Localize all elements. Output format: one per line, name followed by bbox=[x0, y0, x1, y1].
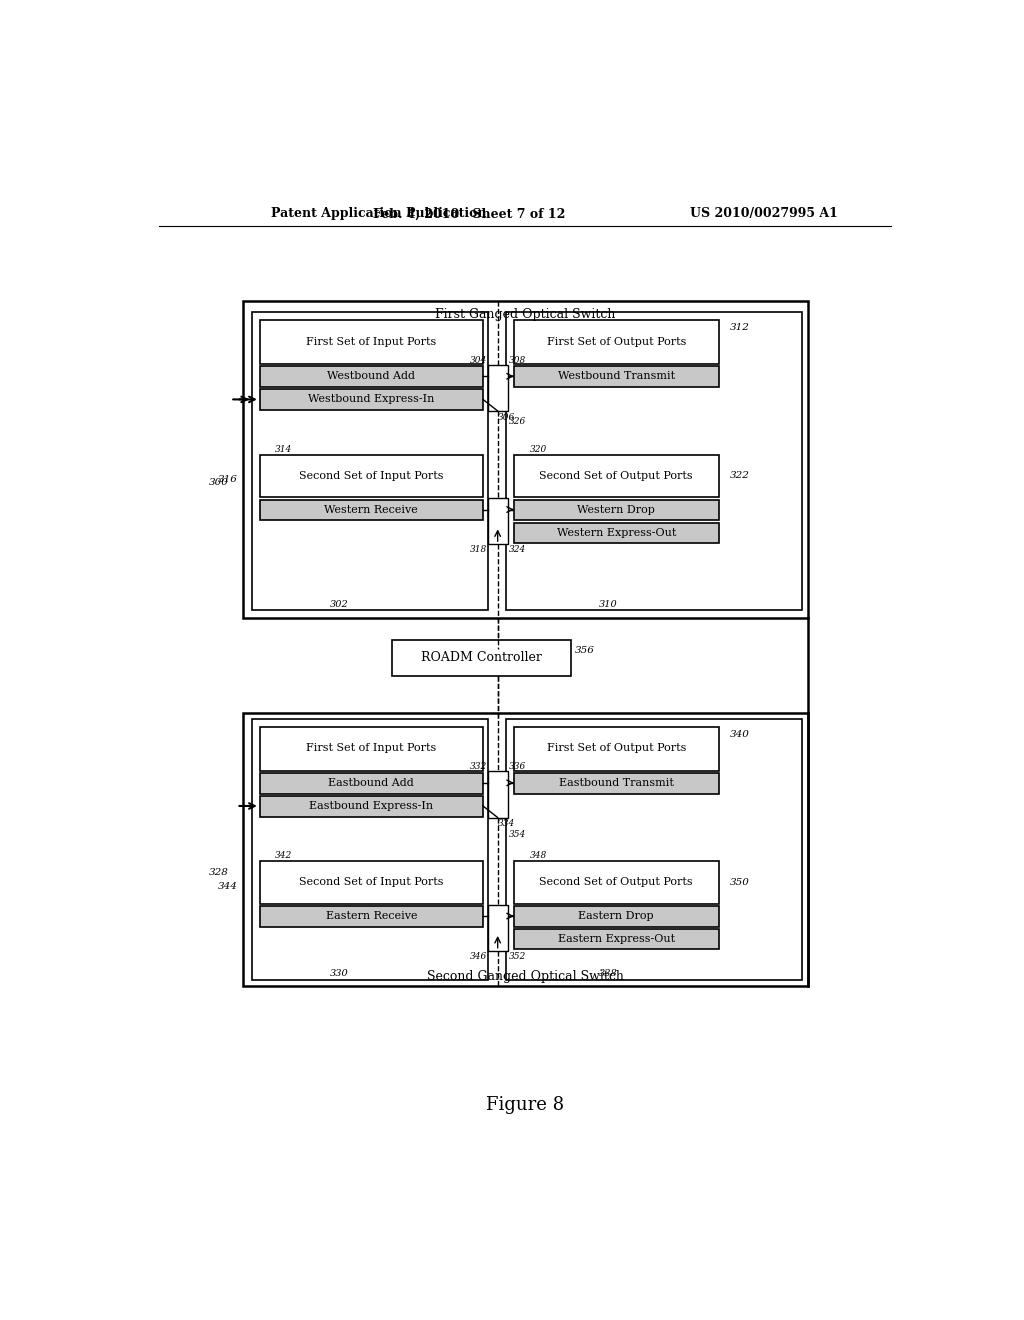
Bar bbox=[514, 367, 719, 387]
Text: 356: 356 bbox=[575, 645, 595, 655]
Text: 316: 316 bbox=[218, 475, 238, 484]
Bar bbox=[252, 719, 488, 979]
Bar bbox=[488, 364, 508, 411]
Bar bbox=[514, 455, 719, 498]
Text: 302: 302 bbox=[330, 599, 348, 609]
Text: 326: 326 bbox=[509, 417, 526, 426]
Text: Westbound Express-In: Westbound Express-In bbox=[308, 395, 434, 404]
Text: 310: 310 bbox=[599, 599, 617, 609]
Text: 308: 308 bbox=[509, 355, 526, 364]
Bar bbox=[514, 321, 719, 364]
Text: 352: 352 bbox=[509, 952, 526, 961]
Bar bbox=[514, 523, 719, 543]
Text: 350: 350 bbox=[729, 878, 750, 887]
Bar bbox=[243, 713, 809, 986]
Text: Second Set of Input Ports: Second Set of Input Ports bbox=[299, 471, 443, 480]
Text: Westbound Transmit: Westbound Transmit bbox=[558, 371, 675, 381]
Text: Eastbound Transmit: Eastbound Transmit bbox=[559, 777, 674, 788]
Bar bbox=[506, 313, 802, 610]
Text: 318: 318 bbox=[470, 545, 486, 554]
Bar bbox=[506, 719, 802, 979]
Bar bbox=[260, 796, 483, 817]
Text: 330: 330 bbox=[330, 969, 348, 978]
Text: Second Set of Output Ports: Second Set of Output Ports bbox=[540, 878, 693, 887]
Text: First Set of Input Ports: First Set of Input Ports bbox=[306, 743, 436, 754]
Bar bbox=[260, 389, 483, 411]
Bar bbox=[514, 929, 719, 949]
Text: 328: 328 bbox=[209, 867, 228, 876]
Text: 334: 334 bbox=[498, 820, 515, 828]
Text: Western Receive: Western Receive bbox=[325, 504, 418, 515]
Text: 312: 312 bbox=[729, 323, 750, 333]
Text: 342: 342 bbox=[275, 851, 293, 859]
Text: Feb. 4, 2010   Sheet 7 of 12: Feb. 4, 2010 Sheet 7 of 12 bbox=[373, 207, 565, 220]
Bar bbox=[260, 367, 483, 387]
Text: Western Express-Out: Western Express-Out bbox=[557, 528, 676, 537]
Bar bbox=[260, 726, 483, 771]
Text: Figure 8: Figure 8 bbox=[485, 1097, 564, 1114]
Text: Second Ganged Optical Switch: Second Ganged Optical Switch bbox=[427, 970, 624, 982]
Bar bbox=[514, 906, 719, 927]
Bar bbox=[260, 455, 483, 498]
Text: US 2010/0027995 A1: US 2010/0027995 A1 bbox=[689, 207, 838, 220]
Text: Western Drop: Western Drop bbox=[578, 504, 655, 515]
Text: 346: 346 bbox=[470, 952, 486, 961]
Bar bbox=[260, 861, 483, 904]
Text: Westbound Add: Westbound Add bbox=[328, 371, 416, 381]
Bar bbox=[391, 640, 571, 676]
Bar bbox=[252, 313, 488, 610]
Text: 348: 348 bbox=[529, 851, 547, 859]
Bar bbox=[514, 726, 719, 771]
Bar bbox=[260, 774, 483, 793]
Bar bbox=[514, 861, 719, 904]
Text: 322: 322 bbox=[729, 471, 750, 480]
Text: First Set of Output Ports: First Set of Output Ports bbox=[547, 743, 686, 754]
Text: 332: 332 bbox=[470, 762, 486, 771]
Text: Eastern Receive: Eastern Receive bbox=[326, 911, 417, 921]
Bar bbox=[260, 499, 483, 520]
Text: 338: 338 bbox=[599, 969, 617, 978]
Text: 306: 306 bbox=[498, 413, 515, 421]
Text: 314: 314 bbox=[275, 445, 293, 454]
Text: First Set of Output Ports: First Set of Output Ports bbox=[547, 337, 686, 347]
Text: Second Set of Input Ports: Second Set of Input Ports bbox=[299, 878, 443, 887]
Bar bbox=[260, 321, 483, 364]
Text: 304: 304 bbox=[470, 355, 486, 364]
Text: 344: 344 bbox=[218, 882, 238, 891]
Text: 320: 320 bbox=[529, 445, 547, 454]
Text: 300: 300 bbox=[209, 478, 228, 487]
Text: Eastern Express-Out: Eastern Express-Out bbox=[558, 935, 675, 944]
Bar bbox=[514, 774, 719, 793]
Text: 336: 336 bbox=[509, 762, 526, 771]
Text: Eastern Drop: Eastern Drop bbox=[579, 911, 654, 921]
Bar bbox=[514, 499, 719, 520]
Bar bbox=[488, 904, 508, 950]
Bar bbox=[488, 498, 508, 544]
Bar bbox=[243, 301, 809, 618]
Text: 340: 340 bbox=[729, 730, 750, 739]
Text: 324: 324 bbox=[509, 545, 526, 554]
Text: ROADM Controller: ROADM Controller bbox=[421, 651, 542, 664]
Text: 354: 354 bbox=[509, 830, 526, 840]
Text: Patent Application Publication: Patent Application Publication bbox=[271, 207, 486, 220]
Bar bbox=[488, 771, 508, 817]
Bar bbox=[260, 906, 483, 927]
Text: First Set of Input Ports: First Set of Input Ports bbox=[306, 337, 436, 347]
Text: Eastbound Express-In: Eastbound Express-In bbox=[309, 801, 433, 810]
Text: Eastbound Add: Eastbound Add bbox=[329, 777, 415, 788]
Text: Second Set of Output Ports: Second Set of Output Ports bbox=[540, 471, 693, 480]
Text: First Ganged Optical Switch: First Ganged Optical Switch bbox=[435, 308, 615, 321]
